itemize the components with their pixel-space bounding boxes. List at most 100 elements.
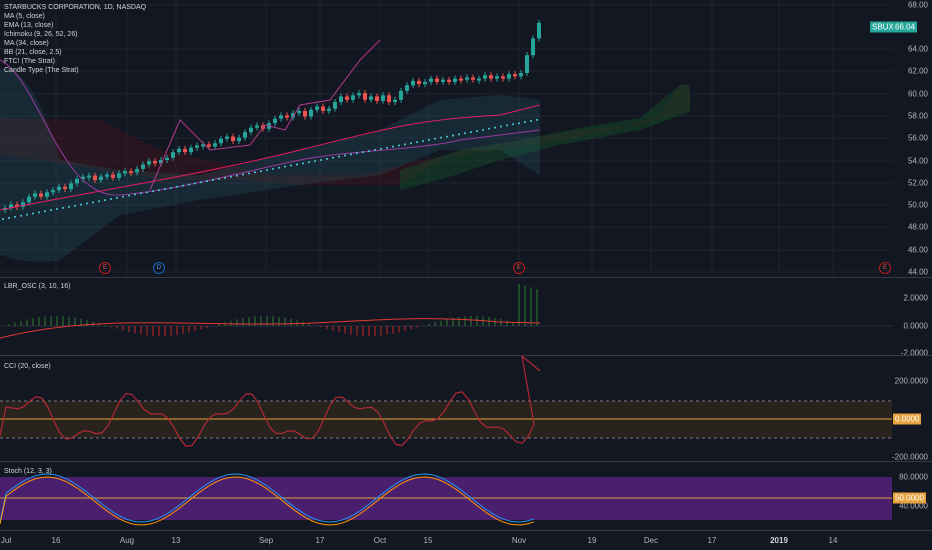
- x-tick: 14: [828, 536, 838, 545]
- candle: [297, 110, 301, 114]
- candle: [531, 38, 535, 56]
- candle: [303, 110, 307, 117]
- ftc-dot: [524, 121, 526, 124]
- y-tick: 54.00: [907, 156, 928, 166]
- legend-ma34[interactable]: MA (34, close): [4, 40, 49, 47]
- legend-ftc[interactable]: FTC! (The Strat): [4, 58, 55, 65]
- legend-ma5[interactable]: MA (5, close): [4, 13, 45, 20]
- ftc-dot: [164, 187, 166, 190]
- candle: [447, 79, 451, 82]
- ftc-dot: [26, 213, 28, 216]
- dividend-event-marker[interactable]: D: [153, 262, 165, 274]
- ftc-dot: [434, 137, 436, 140]
- earnings-event-marker[interactable]: E: [879, 262, 891, 274]
- candle: [423, 81, 427, 85]
- candle: [495, 76, 499, 79]
- x-tick: Aug: [119, 536, 135, 545]
- price-scale[interactable]: 68.00 64.00 62.00 60.00 58.00 56.00 54.0…: [892, 0, 932, 277]
- stoch-pane[interactable]: Stoch (12, 3, 3): [0, 462, 892, 530]
- candle: [135, 168, 139, 173]
- y-tick: 58.00: [907, 111, 928, 121]
- time-axis[interactable]: [0, 531, 932, 550]
- candle: [255, 125, 259, 128]
- ftc-dot: [404, 143, 406, 146]
- symbol-badge: SBUX: [870, 21, 896, 33]
- cci-scale[interactable]: 200.0000 -200.0000: [891, 356, 932, 462]
- x-tick: 16: [51, 536, 61, 545]
- candle: [183, 148, 187, 153]
- cci-legend[interactable]: CCI (20, close): [4, 363, 51, 370]
- ftc-dot: [80, 203, 82, 206]
- ftc-dot: [218, 177, 220, 180]
- ftc-dot: [464, 132, 466, 135]
- ftc-dot: [284, 165, 286, 168]
- stoch-value-badge: 50.0000: [893, 492, 926, 504]
- candle: [453, 78, 457, 82]
- candle: [363, 93, 367, 100]
- legend-bb[interactable]: BB (21, close, 2.5): [4, 49, 62, 56]
- ftc-dot: [410, 142, 412, 145]
- candle: [459, 78, 463, 81]
- candle: [153, 161, 157, 164]
- candle: [309, 109, 313, 117]
- earnings-event-marker[interactable]: E: [513, 262, 525, 274]
- cci-chart[interactable]: [0, 354, 892, 461]
- ftc-dot: [440, 136, 442, 139]
- price-legend: STARBUCKS CORPORATION, 1D, NASDAQ MA (5,…: [4, 3, 146, 75]
- lbr-osc-pane[interactable]: LBR_OSC (3, 10, 16): [0, 278, 892, 355]
- candle: [489, 75, 493, 79]
- price-badge: 66.04: [893, 21, 918, 33]
- bb-upper-line: [149, 39, 381, 191]
- y-tick: 60.00: [907, 89, 928, 99]
- candle: [471, 77, 475, 80]
- y-tick: -200.0000: [891, 452, 928, 462]
- price-chart-pane[interactable]: STARBUCKS CORPORATION, 1D, NASDAQ MA (5,…: [0, 0, 892, 276]
- legend-ema13[interactable]: EMA (13, close): [4, 22, 54, 29]
- osc-scale[interactable]: 2.0000 0.0000 -2.0000: [892, 278, 932, 358]
- legend-ichimoku[interactable]: Ichimoku (9, 26, 52, 26): [4, 31, 78, 38]
- candle: [81, 176, 85, 179]
- ftc-dot: [62, 206, 64, 209]
- candle: [537, 22, 541, 39]
- stoch-scale[interactable]: 80.0000 40.0000: [892, 462, 932, 530]
- candle: [9, 204, 13, 208]
- ftc-dot: [368, 150, 370, 153]
- ftc-dot: [446, 135, 448, 138]
- ftc-dot: [296, 163, 298, 166]
- stoch-legend[interactable]: Stoch (12, 3, 3): [4, 468, 52, 475]
- candle: [105, 174, 109, 177]
- earnings-event-marker[interactable]: E: [99, 262, 111, 274]
- y-tick: 56.00: [907, 133, 928, 143]
- pane-separator[interactable]: [0, 461, 932, 462]
- candle: [375, 96, 379, 101]
- ftc-dot: [176, 185, 178, 188]
- stoch-chart[interactable]: [0, 462, 892, 530]
- y-tick: 48.00: [907, 222, 928, 232]
- stoch-d-line: [0, 476, 535, 526]
- ftc-dot: [338, 155, 340, 158]
- ichimoku-cloud-bullish: [400, 85, 690, 190]
- lbr-osc-legend[interactable]: LBR_OSC (3, 10, 16): [4, 283, 71, 290]
- candle: [207, 144, 211, 147]
- y-tick: 80.0000: [899, 472, 928, 482]
- legend-candle-type[interactable]: Candle Type (The Strat): [4, 67, 79, 74]
- price-chart[interactable]: [0, 0, 892, 276]
- cci-line: [0, 354, 541, 447]
- ftc-dot: [386, 146, 388, 149]
- candle: [87, 175, 91, 178]
- ftc-dot: [170, 186, 172, 189]
- cci-pane[interactable]: CCI (20, close): [0, 354, 892, 461]
- osc-signal-line: [0, 318, 541, 339]
- ftc-dot: [422, 140, 424, 143]
- ftc-dot: [278, 166, 280, 169]
- candle: [393, 99, 397, 103]
- ftc-dot: [158, 189, 160, 192]
- y-tick: 0.0000: [903, 321, 928, 331]
- candle: [111, 174, 115, 178]
- pane-separator[interactable]: [0, 277, 932, 278]
- pane-separator[interactable]: [0, 355, 932, 356]
- lbr-osc-chart[interactable]: [0, 278, 892, 355]
- legend-symbol[interactable]: STARBUCKS CORPORATION, 1D, NASDAQ: [4, 4, 147, 11]
- ftc-dot: [128, 194, 130, 197]
- ftc-dot: [14, 215, 16, 218]
